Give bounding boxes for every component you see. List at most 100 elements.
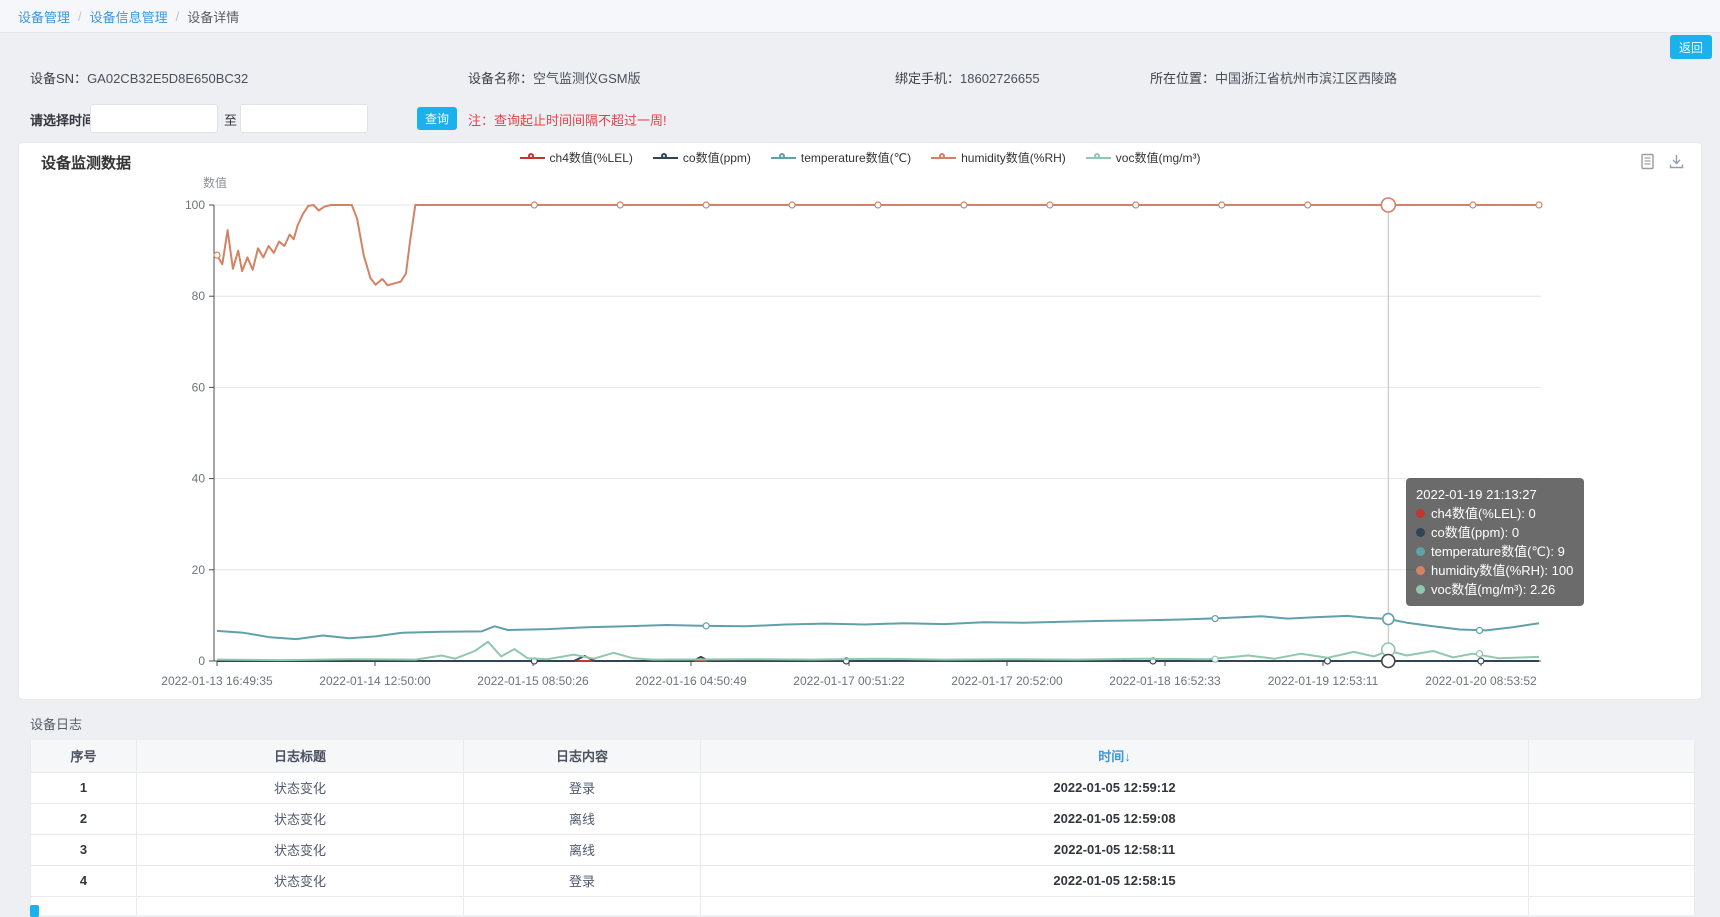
chart-title: 设备监测数据 bbox=[41, 155, 132, 172]
legend-item-co[interactable]: co数值(ppm) bbox=[652, 149, 751, 166]
breadcrumb-item-2[interactable]: 设备信息管理 bbox=[89, 9, 168, 25]
series-marker-temperature[interactable] bbox=[1475, 626, 1484, 635]
chart-toolbox bbox=[1639, 153, 1685, 170]
legend-label-voc: voc数值(mg/m³) bbox=[1115, 151, 1201, 165]
y-tick-label: 80 bbox=[192, 289, 206, 303]
x-tick-label: 2022-01-20 08:53:52 bbox=[1425, 674, 1537, 688]
end-time-input[interactable] bbox=[240, 104, 368, 133]
series-marker-humidity[interactable] bbox=[702, 201, 710, 209]
series-marker-co[interactable] bbox=[1323, 657, 1332, 665]
series-marker-temperature[interactable] bbox=[702, 622, 710, 630]
device-name-label: 设备名称： bbox=[468, 71, 534, 86]
x-tick-label: 2022-01-16 04:50:49 bbox=[635, 674, 747, 688]
series-marker-humidity[interactable] bbox=[1304, 201, 1312, 209]
legend-label-humidity: humidity数值(%RH) bbox=[961, 151, 1066, 165]
breadcrumb: 设备管理 / 设备信息管理 / 设备详情 bbox=[0, 0, 1720, 33]
log-col-header-3: 日志内容 bbox=[463, 740, 701, 773]
log-cell: 状态变化 bbox=[136, 833, 464, 866]
legend-item-voc[interactable]: voc数值(mg/m³) bbox=[1085, 149, 1201, 166]
log-cell: 4 bbox=[30, 864, 137, 897]
device-name-value: 空气监测仪GSM版 bbox=[533, 71, 641, 86]
log-cell: 离线 bbox=[463, 833, 701, 866]
x-tick-label: 2022-01-14 12:50:00 bbox=[319, 674, 431, 688]
series-marker-humidity[interactable] bbox=[1535, 201, 1543, 209]
legend-marker-co bbox=[652, 152, 678, 159]
log-table-row[interactable]: 3 状态变化 离线 2022-01-05 12:58:11 bbox=[30, 833, 1695, 866]
log-cell bbox=[1528, 864, 1695, 897]
legend-marker-temperature bbox=[770, 152, 796, 159]
log-cell: 离线 bbox=[463, 802, 701, 835]
log-cell: 2022-01-05 12:58:11 bbox=[700, 833, 1529, 866]
y-tick-label: 0 bbox=[198, 654, 205, 668]
to-label: 至 bbox=[224, 113, 238, 128]
legend-ring-icon bbox=[778, 152, 785, 159]
log-cell: 2 bbox=[30, 802, 137, 835]
legend-item-temperature[interactable]: temperature数值(℃) bbox=[770, 149, 912, 166]
series-marker-temperature[interactable] bbox=[1211, 614, 1219, 623]
series-marker-humidity[interactable] bbox=[530, 201, 538, 209]
series-line-temperature[interactable] bbox=[216, 614, 1540, 641]
log-col-header-4[interactable]: 时间↓ bbox=[700, 740, 1529, 773]
log-cell: 状态变化 bbox=[136, 802, 464, 835]
bound-phone-label: 绑定手机： bbox=[895, 71, 961, 86]
x-tick-label: 2022-01-13 16:49:35 bbox=[161, 674, 273, 688]
series-marker-co[interactable] bbox=[1477, 657, 1485, 665]
series-marker-humidity[interactable] bbox=[1469, 201, 1477, 209]
series-marker-humidity[interactable] bbox=[616, 201, 624, 209]
chart-legend: ch4数值(%LEL) co数值(ppm) temperature数值(℃) humi… bbox=[19, 149, 1701, 166]
download-icon[interactable] bbox=[1668, 153, 1685, 170]
legend-label-co: co数值(ppm) bbox=[682, 151, 751, 165]
breadcrumb-separator: / bbox=[78, 8, 82, 24]
monitor-chart-card: 设备监测数据 ch4数值(%LEL) co数值(ppm) temperature数值… bbox=[18, 142, 1702, 700]
log-cell: 状态变化 bbox=[136, 864, 464, 897]
legend-item-humidity[interactable]: humidity数值(%RH) bbox=[931, 149, 1066, 166]
legend-label-temperature: temperature数值(℃) bbox=[800, 151, 912, 165]
start-time-input[interactable] bbox=[90, 104, 218, 133]
partial-blue-indicator bbox=[30, 905, 39, 917]
series-marker-humidity[interactable] bbox=[960, 201, 968, 209]
series-marker-humidity[interactable] bbox=[1218, 201, 1226, 209]
series-marker-voc[interactable] bbox=[1475, 650, 1484, 658]
series-marker-humidity[interactable] bbox=[788, 201, 796, 209]
device-location-label: 所在位置： bbox=[1150, 71, 1216, 86]
log-table-row[interactable]: 4 状态变化 登录 2022-01-05 12:58:15 bbox=[30, 864, 1695, 897]
device-location-value: 中国浙江省杭州市滨江区西陵路 bbox=[1215, 71, 1398, 86]
legend-marker-voc bbox=[1085, 152, 1111, 159]
series-line-humidity[interactable] bbox=[216, 204, 1539, 287]
breadcrumb-item-1[interactable]: 设备管理 bbox=[18, 9, 71, 25]
search-button[interactable]: 查询 bbox=[417, 107, 457, 130]
log-table-row-partial[interactable] bbox=[30, 895, 1695, 915]
hover-point-co bbox=[1380, 653, 1396, 669]
series-marker-voc[interactable] bbox=[1211, 655, 1219, 663]
x-tick-label: 2022-01-17 00:51:22 bbox=[793, 674, 905, 688]
series-marker-humidity[interactable] bbox=[874, 201, 882, 209]
legend-marker-ch4 bbox=[519, 152, 545, 159]
series-line-voc[interactable] bbox=[216, 640, 1540, 662]
data-view-icon[interactable] bbox=[1639, 153, 1656, 170]
y-tick-label: 100 bbox=[185, 198, 205, 212]
back-button[interactable]: 返回 bbox=[1670, 35, 1712, 59]
log-table-row[interactable]: 2 状态变化 离线 2022-01-05 12:59:08 bbox=[30, 802, 1695, 835]
device-sn-value: GA02CB32E5D8E650BC32 bbox=[87, 71, 249, 86]
series-marker-humidity[interactable] bbox=[213, 251, 221, 259]
log-cell bbox=[136, 895, 464, 915]
legend-ring-icon bbox=[939, 152, 946, 159]
legend-item-ch4[interactable]: ch4数值(%LEL) bbox=[519, 149, 633, 166]
log-cell: 登录 bbox=[463, 771, 701, 804]
y-tick-label: 20 bbox=[192, 563, 206, 577]
log-cell: 状态变化 bbox=[136, 771, 464, 804]
log-section-title: 设备日志 bbox=[30, 717, 83, 732]
x-tick-label: 2022-01-15 08:50:26 bbox=[477, 674, 589, 688]
hover-point-humidity bbox=[1380, 197, 1397, 213]
line-chart-plot[interactable]: 数值 0 20 40 60 80 100 2022-01-13 16:49:35 2022-01… bbox=[19, 143, 1703, 701]
device-sn: 设备SN：GA02CB32E5D8E650BC32 bbox=[30, 69, 248, 89]
device-location: 所在位置：中国浙江省杭州市滨江区西陵路 bbox=[1150, 69, 1397, 89]
series-marker-humidity[interactable] bbox=[1132, 201, 1140, 209]
x-tick-label: 2022-01-17 20:52:00 bbox=[951, 674, 1063, 688]
log-cell: 登录 bbox=[463, 864, 701, 897]
log-table-row[interactable]: 1 状态变化 登录 2022-01-05 12:59:12 bbox=[30, 771, 1695, 804]
series-marker-humidity[interactable] bbox=[1046, 201, 1054, 209]
breadcrumb-item-3: 设备详情 bbox=[187, 9, 240, 25]
x-tick-label: 2022-01-19 12:53:11 bbox=[1268, 674, 1379, 688]
log-cell bbox=[1528, 895, 1695, 915]
